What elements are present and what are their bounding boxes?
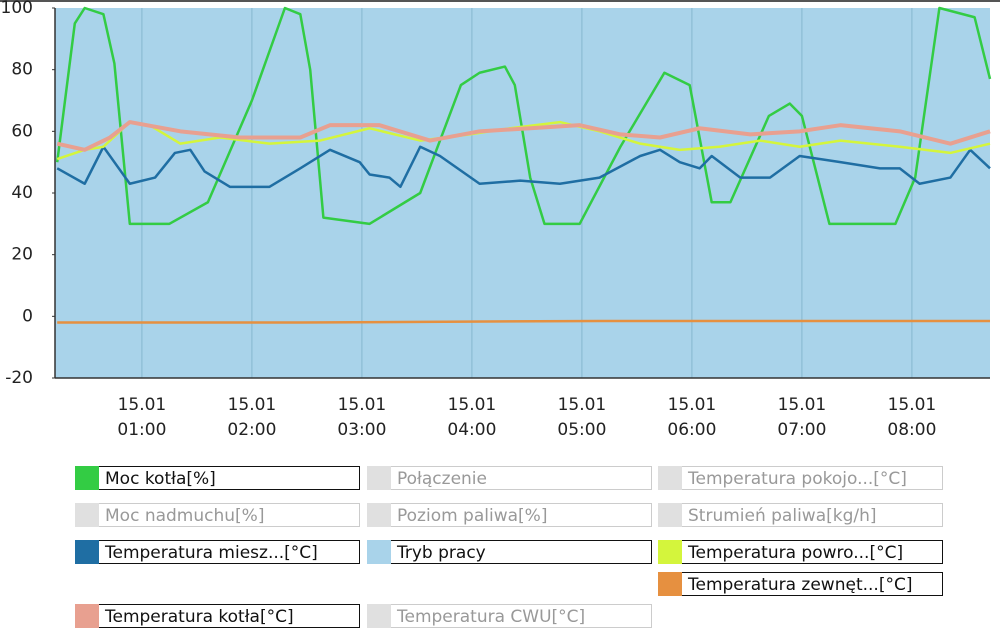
legend-label: Temperatura zewnęt...[°C]	[682, 572, 943, 596]
legend-label: Temperatura miesz...[°C]	[99, 540, 360, 564]
legend-swatch	[367, 604, 391, 628]
legend-item[interactable]: Temperatura pokojo...[°C]	[658, 466, 943, 490]
legend-label: Temperatura CWU[°C]	[391, 604, 652, 628]
legend-label: Tryb pracy	[391, 540, 652, 564]
line	[57, 319, 990, 324]
y-tick-label: 80	[11, 60, 33, 80]
legend-item[interactable]: Strumień paliwa[kg/h]	[658, 503, 943, 527]
legend-item[interactable]: Moc nadmuchu[%]	[75, 503, 360, 527]
legend-item[interactable]: Temperatura CWU[°C]	[367, 604, 652, 628]
legend-label: Temperatura pokojo...[°C]	[682, 466, 943, 490]
legend-swatch	[75, 503, 99, 527]
legend-swatch	[367, 466, 391, 490]
legend-label: Poziom paliwa[%]	[391, 503, 652, 527]
legend-swatch	[75, 604, 99, 628]
legend-label: Strumień paliwa[kg/h]	[682, 503, 943, 527]
legend-swatch	[75, 466, 99, 490]
line	[56, 120, 991, 152]
legend-item[interactable]: Temperatura powro...[°C]	[658, 540, 943, 564]
legend-item[interactable]: Połączenie	[367, 466, 652, 490]
legend-swatch	[367, 540, 391, 564]
legend-swatch	[658, 572, 682, 596]
y-tick-label: 60	[11, 121, 33, 141]
x-tick-label: 15.01 08:00	[887, 395, 936, 440]
y-tick-label: -20	[5, 368, 33, 388]
legend-label: Temperatura powro...[°C]	[682, 540, 943, 564]
legend-swatch	[658, 466, 682, 490]
legend-label: Połączenie	[391, 466, 652, 490]
x-tick-label: 15.01 06:00	[667, 395, 716, 440]
x-tick-label: 15.01 01:00	[117, 395, 166, 440]
top-border	[0, 0, 1000, 2]
line	[56, 145, 991, 189]
legend-item[interactable]: Poziom paliwa[%]	[367, 503, 652, 527]
y-tick-label: 100	[1, 0, 33, 18]
line	[55, 6, 992, 226]
area	[55, 8, 990, 378]
legend-swatch	[75, 540, 99, 564]
x-tick-label: 15.01 02:00	[227, 395, 276, 440]
legend-item[interactable]: Temperatura miesz...[°C]	[75, 540, 360, 564]
legend-label: Temperatura kotła[°C]	[99, 604, 360, 628]
chart: 15.01 01:00 15.01 02:00 15.01 03:00 15.01 04:00…	[0, 0, 1000, 440]
x-tick-label: 15.01 07:00	[777, 395, 826, 440]
legend-label: Moc kotła[%]	[99, 466, 360, 490]
legend-item[interactable]: Moc kotła[%]	[75, 466, 360, 490]
y-tick-label: 40	[11, 183, 33, 203]
legend-swatch	[658, 540, 682, 564]
legend-swatch	[367, 503, 391, 527]
y-tick-label: 20	[11, 245, 33, 265]
legend-item[interactable]: Temperatura kotła[°C]	[75, 604, 360, 628]
x-tick-label: 15.01 05:00	[557, 395, 606, 440]
y-tick-label: 0	[22, 306, 33, 326]
x-tick-label: 15.01 04:00	[447, 395, 496, 440]
legend-item[interactable]: Tryb pracy	[367, 540, 652, 564]
legend-item[interactable]: Temperatura zewnęt...[°C]	[658, 572, 943, 596]
legend-swatch	[658, 503, 682, 527]
legend-label: Moc nadmuchu[%]	[99, 503, 360, 527]
x-tick-label: 15.01 03:00	[337, 395, 386, 440]
